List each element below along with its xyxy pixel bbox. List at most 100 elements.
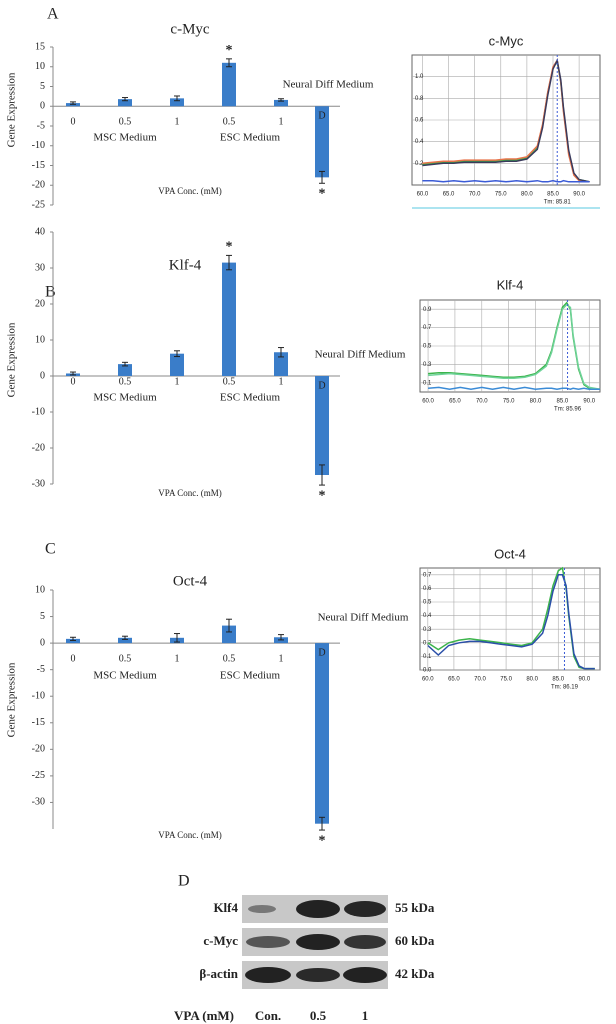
group-label: MSC Medium: [93, 132, 157, 144]
bar: [118, 99, 132, 107]
y-tick-label: 10: [35, 334, 45, 345]
lane-label: 0.5: [310, 1008, 327, 1023]
x-tick-label: 80.0: [521, 192, 533, 198]
melt-curve: [422, 179, 590, 183]
y-tick-label: 0.3: [423, 627, 432, 633]
x-tick-label: 80.0: [530, 399, 542, 405]
y-axis-title: Gene Expression: [6, 662, 18, 737]
x-tick-label: 1: [279, 116, 284, 127]
significance-marker: *: [226, 43, 233, 58]
y-tick-label: 5: [40, 611, 45, 622]
lane-title: VPA (mM): [174, 1008, 234, 1023]
x-tick-label: 0.5: [223, 376, 236, 387]
y-tick-label: 0.2: [415, 161, 424, 167]
bar: [118, 637, 132, 644]
y-tick-label: 0.8: [415, 96, 424, 102]
x-tick-label: D: [318, 111, 325, 122]
band: [296, 900, 340, 918]
chart-title: c-Myc: [489, 33, 524, 48]
x-tick-label: 0.5: [119, 376, 132, 387]
lane-label: 1: [362, 1008, 369, 1023]
x-tick-label: 85.0: [552, 677, 564, 683]
panel-label: B: [45, 284, 56, 301]
y-tick-label: 0.0: [423, 668, 432, 674]
y-axis-title: Gene Expression: [6, 322, 18, 397]
y-tick-label: 0: [40, 370, 45, 381]
x-tick-label: 0: [71, 376, 76, 387]
significance-marker: *: [319, 833, 326, 848]
melt-curve: [422, 58, 590, 183]
x-tick-label: 0.5: [119, 116, 132, 127]
y-tick-label: 5: [40, 81, 45, 92]
band: [296, 934, 340, 950]
chart-title: Oct-4: [494, 546, 526, 561]
blot-image: [242, 895, 388, 989]
bar: [274, 352, 288, 376]
group-label: ESC Medium: [220, 670, 281, 682]
x-tick-label: 70.0: [474, 677, 486, 683]
group-label: ESC Medium: [220, 392, 281, 404]
x-tick-label: 75.0: [495, 192, 507, 198]
band: [343, 967, 387, 983]
significance-marker: *: [226, 240, 233, 255]
bar: [118, 364, 132, 376]
x-tick-label: 90.0: [573, 192, 585, 198]
y-tick-label: -25: [32, 770, 45, 781]
band: [246, 936, 290, 948]
y-tick-label: 15: [35, 41, 45, 52]
panel-label: A: [47, 6, 59, 23]
y-tick-label: 0.4: [415, 139, 424, 145]
x-tick-label: 80.0: [526, 677, 538, 683]
y-tick-label: 10: [35, 584, 45, 595]
y-tick-label: 0.5: [423, 344, 432, 350]
x-tick-label: 85.0: [557, 399, 569, 405]
x-tick-label: 90.0: [583, 399, 595, 405]
protein-label: c-Myc: [203, 933, 238, 948]
x-tick-label: D: [318, 647, 325, 658]
y-tick-label: -30: [32, 478, 45, 489]
x-axis-title: VPA Conc. (mM): [158, 186, 221, 196]
x-tick-label: 1: [175, 653, 180, 664]
panel-label: C: [45, 541, 56, 558]
x-tick-label: 60.0: [422, 399, 434, 405]
group-label: Neural Diff Medium: [318, 612, 409, 624]
y-tick-label: 0.1: [423, 654, 432, 660]
y-tick-label: -10: [32, 406, 45, 417]
bar: [315, 643, 329, 824]
y-tick-label: 0: [40, 637, 45, 648]
x-tick-label: 65.0: [448, 677, 460, 683]
x-tick-label: 1: [175, 116, 180, 127]
band: [296, 968, 340, 982]
melt-curve: [428, 386, 600, 390]
x-tick-label: 85.0: [547, 192, 559, 198]
bar: [222, 62, 236, 107]
y-tick-label: 0.9: [423, 307, 432, 313]
y-tick-label: 0.4: [423, 613, 432, 619]
x-tick-label: 0.5: [223, 116, 236, 127]
y-tick-label: -25: [32, 199, 45, 210]
group-label: MSC Medium: [93, 392, 157, 404]
y-tick-label: -10: [32, 140, 45, 151]
panel-label: D: [178, 873, 190, 890]
x-tick-label: 60.0: [422, 677, 434, 683]
size-label: 42 kDa: [395, 966, 435, 981]
significance-marker: *: [319, 186, 326, 201]
y-tick-label: 0.6: [415, 118, 424, 124]
x-tick-label: D: [318, 380, 325, 391]
tm-label: Tm: 85.96: [554, 407, 582, 413]
y-tick-label: 20: [35, 298, 45, 309]
band: [344, 935, 386, 949]
x-tick-label: 70.0: [476, 399, 488, 405]
bar: [274, 99, 288, 107]
y-tick-label: 30: [35, 262, 45, 273]
y-tick-label: -5: [37, 664, 45, 675]
chart-title: c-Myc: [170, 21, 209, 37]
band: [344, 901, 386, 917]
y-tick-label: -10: [32, 691, 45, 702]
y-axis-title: Gene Expression: [6, 72, 18, 147]
x-tick-label: 1: [175, 376, 180, 387]
y-tick-label: 0.1: [423, 380, 432, 386]
band: [245, 967, 291, 983]
